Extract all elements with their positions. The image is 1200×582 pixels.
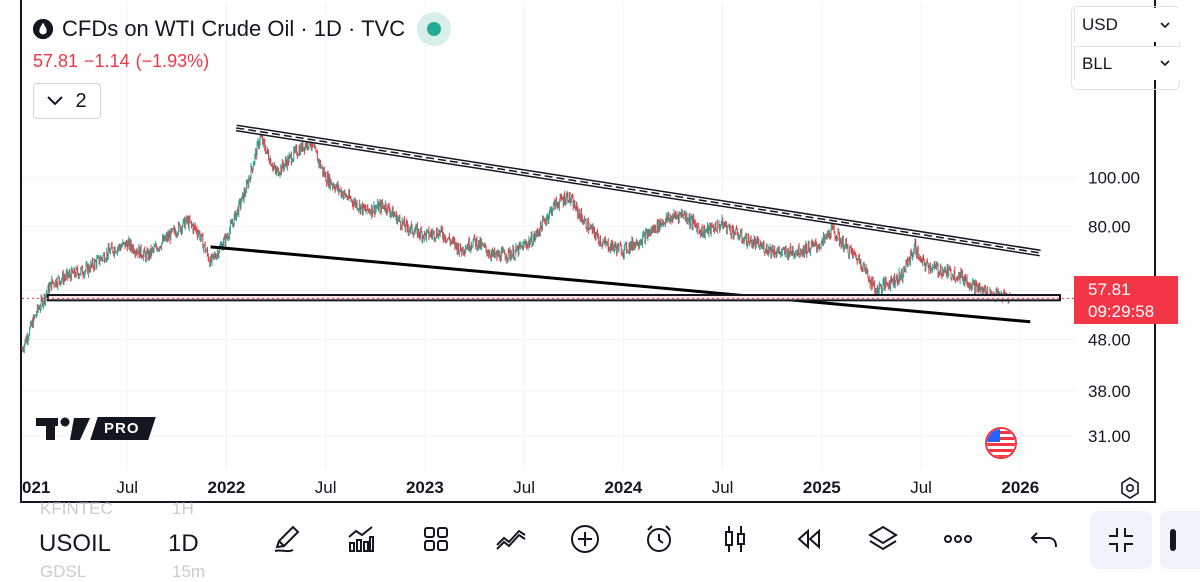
layers-icon[interactable] [866,522,900,556]
ghost-symbol: GDSL [40,562,87,581]
x-tick-label: Jul [712,478,734,497]
support-trendline [210,245,1031,324]
time-axis: 021 Jul 2022 Jul 2023 Jul 2024 Jul 2025 Jul 2026 [22,478,1039,497]
bar-countdown: 09:29:58 [1088,302,1155,321]
chevron-down-icon [1160,60,1170,67]
exit-fullscreen-button[interactable] [1090,511,1152,569]
x-tick-label: 2023 [406,478,444,497]
unit-select[interactable]: BLL [1074,46,1180,80]
y-tick-label: 48.00 [1088,330,1131,349]
oil-drop-icon [32,18,54,40]
indicator-count: 2 [75,89,87,112]
candles-series [21,132,1011,354]
y-tick-label: 38.00 [1088,382,1131,401]
bottom-toolbar [0,505,1200,575]
candles-icon[interactable] [718,522,752,556]
x-tick-label: Jul [116,478,138,497]
chart-frame[interactable] [20,0,1156,503]
currency-select[interactable]: USD [1074,8,1180,42]
symbol-title[interactable]: CFDs on WTI Crude Oil · 1D · TVC [62,16,406,41]
price-change-pct: (−1.93%) [135,51,210,71]
price-summary: 57.81 −1.14 (−1.93%) [33,51,209,72]
last-price-tag: 57.81 09:29:58 [1074,276,1178,324]
timeframe-selector[interactable]: 1D [168,530,199,557]
alert-icon[interactable] [642,522,676,556]
x-tick-label: Jul [315,478,337,497]
y-tick-label: 31.00 [1088,427,1131,446]
ghost-timeframe: 15m [172,562,206,581]
support-zone-box [46,294,1061,302]
indicators-toggle-button[interactable]: 2 [33,83,101,119]
more-icon[interactable] [941,522,975,556]
chart-header: CFDs on WTI Crude Oil · 1D · TVC [32,12,452,46]
last-price: 57.81 [33,51,79,71]
y-tick-label: 100.00 [1088,168,1140,187]
x-tick-label: 2022 [208,478,246,497]
add-icon[interactable] [568,522,602,556]
us-flag-icon[interactable] [985,427,1017,459]
x-tick-label: Jul [513,478,535,497]
x-tick-label: Jul [910,478,932,497]
price-change: −1.14 [84,51,130,71]
settings-icon[interactable] [1118,476,1142,500]
market-status-icon[interactable] [417,12,452,46]
x-tick-label: 021 [22,478,50,497]
resistance-trendline-dash [236,127,1041,254]
drawings [22,124,1075,324]
symbol-selector[interactable]: USOIL [39,530,112,557]
price-tag-value: 57.81 [1088,280,1131,299]
exit-fullscreen-icon [1109,528,1133,552]
indicators-icon[interactable] [344,522,378,556]
compare-icon[interactable] [494,522,528,556]
currency-value: USD [1082,15,1118,34]
chevron-down-icon [1160,21,1170,28]
replay-icon[interactable] [792,522,826,556]
unit-value: BLL [1082,53,1113,73]
undo-icon[interactable] [1028,522,1062,556]
tradingview-logo: PRO [36,416,156,440]
x-tick-label: 2025 [803,478,841,497]
y-tick-label: 80.00 [1088,218,1131,237]
side-panel-handle[interactable] [1160,511,1200,569]
x-tick-label: 2024 [604,478,642,497]
draw-icon[interactable] [270,522,304,556]
chevron-down-icon [47,96,64,106]
layout-icon[interactable] [419,522,453,556]
tv-logo-icon [36,417,90,440]
x-tick-label: 2026 [1001,478,1039,497]
ghost-timeframe: 1H [172,499,194,518]
pro-badge: PRO [90,416,156,440]
ghost-symbol: KFINTEC [40,499,113,518]
